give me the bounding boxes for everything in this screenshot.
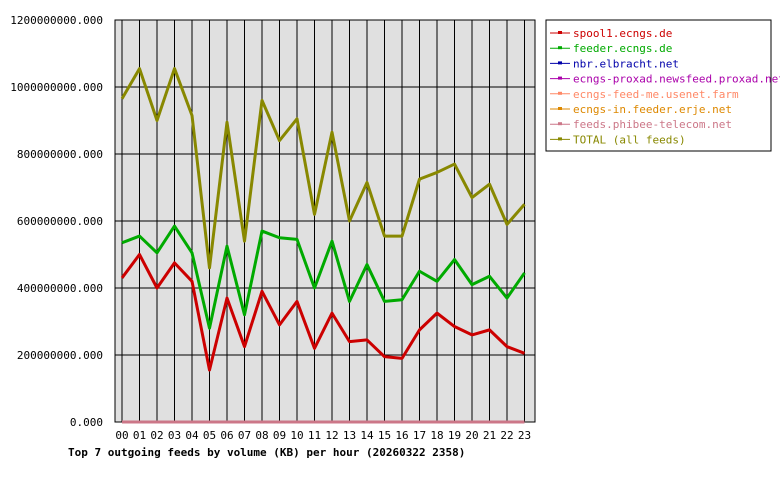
x-tick-label: 03 <box>168 429 181 442</box>
x-tick-label: 11 <box>308 429 321 442</box>
x-tick-label: 23 <box>518 429 531 442</box>
y-tick-label: 1200000000.000 <box>10 14 103 27</box>
y-tick-label: 1000000000.000 <box>10 81 103 94</box>
legend-label: ecngs-feed-me.usenet.farm <box>573 88 739 101</box>
x-tick-label: 09 <box>273 429 286 442</box>
legend-label: TOTAL (all feeds) <box>573 133 686 146</box>
x-tick-label: 08 <box>255 429 268 442</box>
legend-swatch-marker <box>558 122 562 126</box>
x-tick-label: 15 <box>378 429 391 442</box>
legend-swatch-marker <box>558 31 562 34</box>
legend: spool1.ecngs.de feeder.ecngs.de nbr.elbrac… <box>545 19 780 152</box>
legend-label: feeds.phibee-telecom.net <box>573 118 732 131</box>
legend-swatch-marker <box>558 61 562 65</box>
series-line-total-all-feeds <box>120 67 526 270</box>
x-tick-label: 13 <box>343 429 356 442</box>
x-tick-label: 18 <box>430 429 443 442</box>
x-tick-label: 17 <box>413 429 426 442</box>
x-tick-label: 10 <box>290 429 303 442</box>
x-tick-label: 04 <box>185 429 199 442</box>
x-tick-label: 07 <box>238 429 251 442</box>
x-tick-label: 02 <box>150 429 163 442</box>
chart-title: Top 7 outgoing feeds by volume (KB) per … <box>68 446 465 459</box>
x-tick-label: 22 <box>500 429 513 442</box>
x-tick-label: 05 <box>203 429 216 442</box>
legend-label: spool1.ecngs.de <box>573 27 672 40</box>
x-tick-label: 12 <box>325 429 338 442</box>
y-tick-label: 0.000 <box>70 416 103 429</box>
legend-swatch-marker <box>558 46 562 50</box>
legend-label: ecngs-proxad.newsfeed.proxad.net <box>573 73 780 86</box>
y-tick-label: 600000000.000 <box>17 215 103 228</box>
x-tick-label: 19 <box>448 429 461 442</box>
legend-label: feeder.ecngs.de <box>573 42 672 55</box>
x-tick-label: 20 <box>465 429 478 442</box>
x-tick-label: 14 <box>360 429 374 442</box>
y-tick-label: 400000000.000 <box>17 282 103 295</box>
x-tick-label: 21 <box>483 429 496 442</box>
x-tick-label: 06 <box>220 429 233 442</box>
series-line-spool1-ecngs-de <box>120 253 526 372</box>
y-tick-label: 800000000.000 <box>17 148 103 161</box>
legend-swatch-marker <box>558 107 562 110</box>
y-axis-ticks: 0.000 200000000.000 400000000.000 600000000… <box>10 14 103 429</box>
series-lines <box>120 67 526 424</box>
x-tick-label: 00 <box>115 429 128 442</box>
legend-swatch-marker <box>558 91 562 95</box>
y-tick-label: 200000000.000 <box>17 349 103 362</box>
legend-swatch-marker <box>558 76 562 80</box>
series-line-feeder-ecngs-de <box>121 224 526 330</box>
x-tick-label: 01 <box>133 429 146 442</box>
x-axis-ticks: 00 01 02 03 04 05 06 07 08 09 10 11 12 13 14 15 16 17 18 19… <box>115 429 531 442</box>
legend-swatch-marker <box>558 137 562 141</box>
x-tick-label: 16 <box>395 429 408 442</box>
legend-box <box>545 19 772 152</box>
legend-label: nbr.elbracht.net <box>573 57 679 70</box>
legend-label: ecngs-in.feeder.erje.net <box>573 103 732 116</box>
